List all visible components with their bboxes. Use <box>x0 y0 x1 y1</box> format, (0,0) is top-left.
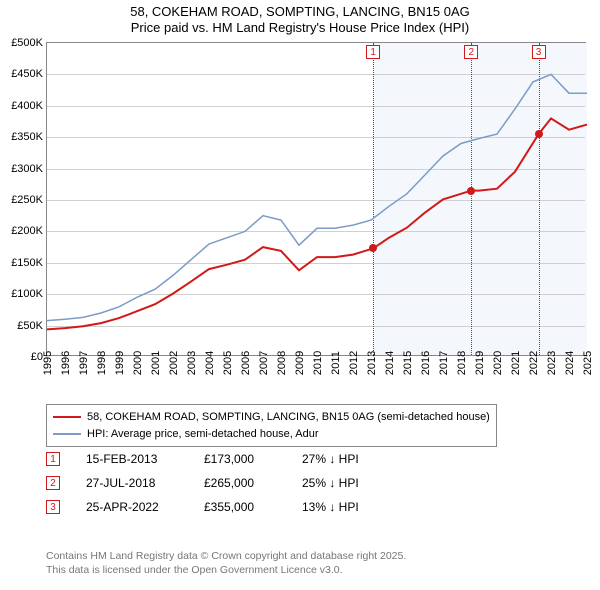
footnote: Contains HM Land Registry data © Crown c… <box>46 550 406 577</box>
event-delta: 25% ↓ HPI <box>302 476 359 490</box>
y-tick-label: £100K <box>11 288 47 300</box>
title-line-2: Price paid vs. HM Land Registry's House … <box>0 20 600 36</box>
sale-point <box>369 244 377 252</box>
title-line-1: 58, COKEHAM ROAD, SOMPTING, LANCING, BN1… <box>0 4 600 20</box>
y-tick-label: £250K <box>11 194 47 206</box>
chart-container: 58, COKEHAM ROAD, SOMPTING, LANCING, BN1… <box>0 0 600 590</box>
y-tick-label: £400K <box>11 100 47 112</box>
plot-area: £0£50K£100K£150K£200K£250K£300K£350K£400… <box>46 42 586 356</box>
y-tick-label: £450K <box>11 68 47 80</box>
sale-point <box>535 130 543 138</box>
event-price: £173,000 <box>204 452 276 466</box>
event-delta: 13% ↓ HPI <box>302 500 359 514</box>
event-date: 27-JUL-2018 <box>86 476 178 490</box>
footnote-line-1: Contains HM Land Registry data © Crown c… <box>46 550 406 564</box>
legend-item: 58, COKEHAM ROAD, SOMPTING, LANCING, BN1… <box>53 409 490 426</box>
title-block: 58, COKEHAM ROAD, SOMPTING, LANCING, BN1… <box>0 0 600 37</box>
series-line <box>47 74 587 320</box>
y-tick-label: £300K <box>11 163 47 175</box>
series-svg <box>47 43 587 357</box>
event-delta: 27% ↓ HPI <box>302 452 359 466</box>
event-row: 3 25-APR-2022 £355,000 13% ↓ HPI <box>46 500 359 514</box>
sale-point <box>467 187 475 195</box>
footnote-line-2: This data is licensed under the Open Gov… <box>46 564 406 578</box>
legend-label: HPI: Average price, semi-detached house,… <box>87 426 319 443</box>
legend-item: HPI: Average price, semi-detached house,… <box>53 426 490 443</box>
event-row: 1 15-FEB-2013 £173,000 27% ↓ HPI <box>46 452 359 466</box>
event-number: 1 <box>46 452 60 466</box>
event-price: £355,000 <box>204 500 276 514</box>
event-number: 3 <box>46 500 60 514</box>
legend-swatch <box>53 433 81 435</box>
y-tick-label: £150K <box>11 257 47 269</box>
event-date: 15-FEB-2013 <box>86 452 178 466</box>
series-line <box>47 118 587 329</box>
legend-label: 58, COKEHAM ROAD, SOMPTING, LANCING, BN1… <box>87 409 490 426</box>
event-date: 25-APR-2022 <box>86 500 178 514</box>
legend: 58, COKEHAM ROAD, SOMPTING, LANCING, BN1… <box>46 404 497 447</box>
event-number: 2 <box>46 476 60 490</box>
event-price: £265,000 <box>204 476 276 490</box>
y-tick-label: £50K <box>17 320 47 332</box>
event-row: 2 27-JUL-2018 £265,000 25% ↓ HPI <box>46 476 359 490</box>
legend-swatch <box>53 416 81 418</box>
y-tick-label: £200K <box>11 225 47 237</box>
events-table: 1 15-FEB-2013 £173,000 27% ↓ HPI 2 27-JUL-201… <box>46 452 359 524</box>
y-tick-label: £350K <box>11 131 47 143</box>
y-tick-label: £500K <box>11 37 47 49</box>
